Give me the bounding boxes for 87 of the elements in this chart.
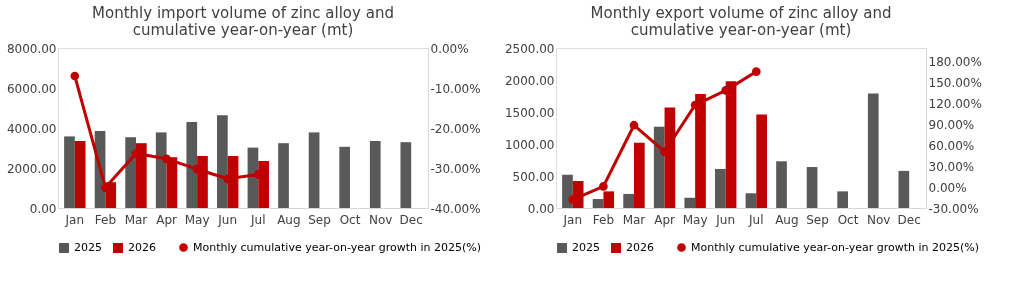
bar <box>745 193 757 208</box>
bar <box>592 199 604 208</box>
x-tick-label: Apr <box>654 212 675 227</box>
x-tick-label: Jun <box>217 212 238 227</box>
x-tick-label: Apr <box>156 212 177 227</box>
x-tick-label: May <box>682 212 708 227</box>
chart-title: Monthly import volume of zinc alloy and cumulative year-on-year (mt) <box>92 4 394 39</box>
bar <box>653 126 665 208</box>
y2-tick-label: -20.00% <box>430 121 481 136</box>
bar <box>258 161 269 208</box>
legend-label: 2025 <box>572 241 600 254</box>
y-tick-label: 1000.00 <box>504 137 555 152</box>
y2-tick-label: 120.00% <box>928 97 982 112</box>
bar <box>898 170 910 208</box>
y2-tick-label: 0.00% <box>928 180 967 195</box>
x-tick-label: Mar <box>622 212 646 227</box>
y2-tick-label: 150.00% <box>928 76 982 91</box>
x-tick-label: Dec <box>399 212 423 227</box>
bar <box>776 161 787 208</box>
x-tick-label: Jan <box>64 212 85 227</box>
bar <box>562 174 573 208</box>
bar <box>74 141 86 208</box>
point <box>70 71 80 81</box>
bar <box>308 132 320 208</box>
point <box>599 182 608 191</box>
y-tick-label: 2000.00 <box>6 161 57 176</box>
x-tick-label: Jun <box>715 212 736 227</box>
y2-tick-label: -40.00% <box>430 201 481 216</box>
x-tick-label: Jul <box>250 212 266 227</box>
y2-tick-label: -30.00% <box>928 201 979 216</box>
chart-title: Monthly export volume of zinc alloy and cumulative year-on-year (mt) <box>590 4 892 39</box>
y2-tick-label: 90.00% <box>928 118 975 133</box>
bar <box>837 191 849 208</box>
bar <box>715 168 726 208</box>
x-tick-label: Dec <box>897 212 921 227</box>
point <box>751 67 761 76</box>
bar <box>623 193 634 208</box>
x-tick-label: Feb <box>592 212 615 227</box>
point <box>162 154 171 164</box>
y2-tick-label: 60.00% <box>928 138 975 153</box>
x-tick-label: Sep <box>806 212 829 227</box>
bar <box>633 142 645 208</box>
x-tick-label: Aug <box>277 212 301 227</box>
legend-label: 2026 <box>626 241 654 254</box>
bar <box>186 122 198 208</box>
bar <box>64 136 75 208</box>
bar <box>217 115 228 208</box>
x-tick-label: Nov <box>368 212 393 227</box>
bar <box>867 93 879 208</box>
x-tick-label: Nov <box>866 212 891 227</box>
x-tick-label: Sep <box>308 212 331 227</box>
bar <box>806 167 818 208</box>
y-tick-label: 4000.00 <box>6 121 57 136</box>
x-tick-label: May <box>184 212 210 227</box>
bar <box>400 142 412 208</box>
y2-tick-label: -10.00% <box>430 81 481 96</box>
x-tick-label: Oct <box>339 212 361 227</box>
x-tick-label: Jan <box>562 212 583 227</box>
y-tick-label: 2000.00 <box>504 73 555 88</box>
bar <box>684 197 696 208</box>
legend-label: 2025 <box>74 241 102 254</box>
legend-label: 2026 <box>128 241 156 254</box>
bar <box>155 132 167 208</box>
legend-label: Monthly cumulative year-on-year growth in 2025(%) <box>193 240 482 254</box>
y-tick-label: 8000.00 <box>6 41 57 56</box>
y2-tick-label: 0.00% <box>430 41 469 56</box>
x-tick-label: Mar <box>124 212 148 227</box>
y2-tick-label: 30.00% <box>928 159 975 174</box>
x-tick-label: Oct <box>837 212 859 227</box>
bar <box>756 114 767 208</box>
y2-tick-label: -30.00% <box>430 161 481 176</box>
point <box>629 120 639 130</box>
y-tick-label: 6000.00 <box>6 81 57 96</box>
x-tick-label: Jul <box>748 212 764 227</box>
y2-tick-label: 180.00% <box>928 55 982 70</box>
bar <box>339 146 351 208</box>
y-tick-label: 2500.00 <box>504 41 555 56</box>
y-tick-label: 500.00 <box>512 169 555 184</box>
y-tick-label: 0.00 <box>29 201 57 216</box>
bar <box>369 141 381 208</box>
legend-label: Monthly cumulative year-on-year growth in 2025(%) <box>691 240 980 254</box>
bar <box>278 143 289 208</box>
bar <box>125 137 136 208</box>
y-tick-label: 1500.00 <box>504 105 555 120</box>
y-tick-label: 0.00 <box>527 201 555 216</box>
x-tick-label: Feb <box>94 212 117 227</box>
x-tick-label: Aug <box>775 212 799 227</box>
